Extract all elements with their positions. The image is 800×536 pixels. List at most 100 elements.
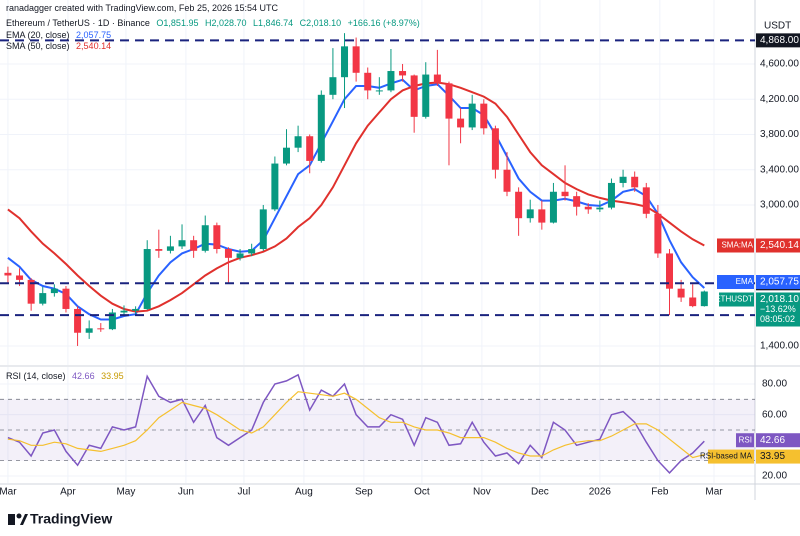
tag-value: 2,057.75 [760,277,799,288]
price-tag-change: −13.62% [760,304,796,314]
tag-value: 33.95 [760,451,785,462]
tag-name-box [736,433,754,448]
symbol: Ethereum / TetherUS · 1D · Binance [6,18,150,28]
indicator-name: EMA (20, close) [6,30,70,40]
candle-body [491,128,499,170]
x-tick-label: Sep [355,487,373,498]
candle-body [596,207,604,210]
brand: TradingView [30,511,112,527]
candle-body [352,46,360,73]
candle-body [538,209,546,223]
logo [20,514,28,525]
indicator-value: 2,540.14 [76,41,112,51]
ohlc: O1,851.95 [156,18,199,28]
price-tag-box [756,292,800,327]
candle-body [341,46,349,78]
y-tick-label: 3,800.00 [760,129,799,140]
candle-body [329,77,337,95]
price-tag-name-box [719,292,754,307]
candle-body [190,240,198,251]
x-tick-label: May [116,487,135,498]
ohlc: H2,028.70 [204,18,247,28]
rsi-title: RSI (14, close) [6,371,66,381]
candle-body [213,225,221,250]
rsi-value: 42.66 [72,371,95,381]
tag-value-box [756,238,800,253]
tag-value: 2,540.14 [760,240,799,251]
candle-body [468,103,476,128]
level-tag [756,33,800,48]
indicator-line [7,373,705,474]
x-tick-label: Mar [705,487,723,498]
indicator-line [7,391,705,459]
candle-body [306,136,314,161]
y-tick-label: 20.00 [762,471,787,482]
candle-body [317,94,325,161]
symbol-row: Ethereum / TetherUS · 1D · Binance O1,85… [6,18,424,28]
candle-body [27,279,35,304]
tag-name: EMA [736,277,754,286]
candle-body [85,328,93,333]
x-tick-label: Nov [473,487,491,498]
candle-body [16,275,24,280]
x-tick-label: Dec [531,487,549,498]
logo [8,514,15,525]
candle-body [631,176,639,188]
tag-name-box [708,449,754,464]
candle-body [364,72,372,91]
candle-body [677,288,685,298]
indicator-row: EMA (20, close) 2,057.75 [6,30,115,40]
tag-name-box [717,238,754,253]
candle-body [654,213,662,254]
indicator-row: SMA (50, close) 2,540.14 [6,41,115,51]
y-tick-label: 4,200.00 [760,94,799,105]
candle-body [515,191,523,219]
candle-body [561,191,569,197]
candle-body [433,74,441,84]
price-tag-value: 2,018.10 [760,294,799,305]
candle-body [607,182,615,208]
candle-body [503,169,511,192]
candle-body [62,288,70,309]
candle-body [271,163,279,210]
x-tick-label: Feb [651,487,669,498]
price-tag-countdown: 08:05:02 [760,314,795,324]
candle-body [689,297,697,307]
ohlc-change: +166.16 (+8.97%) [347,18,420,28]
y-tick-label: 4,600.00 [760,59,799,70]
y-tick-label: 1,400.00 [760,341,799,352]
candle-body [584,206,592,210]
rsi-header: RSI (14, close) 42.66 33.95 [6,371,128,381]
ohlc: C2,018.10 [299,18,342,28]
logo [16,513,22,519]
candle-body [132,308,140,311]
candle-body [248,249,256,254]
attribution: ranadagger created with TradingView.com,… [6,3,278,13]
tag-name-box [717,275,754,290]
candle-body [457,118,465,128]
candle-body [201,225,209,251]
y-tick-label: 3,400.00 [760,164,799,175]
candle-body [294,136,302,148]
tag-value-box [756,433,800,448]
candle-body [143,249,151,309]
candle-body [178,240,186,247]
candle-body [700,291,708,307]
level-label: 4,868.00 [760,35,799,46]
tag-name: RSI [739,435,752,444]
y-tick-label: 60.00 [762,409,787,420]
candle-body [4,272,12,276]
candle-body [236,253,244,258]
tag-value: 42.66 [760,435,785,446]
x-tick-label: Aug [295,487,313,498]
candle-body [480,103,488,129]
candle-body [259,209,267,250]
candle-body [155,249,163,251]
y-tick-label: 80.00 [762,379,787,390]
candle-body [97,328,105,330]
x-tick-label: Apr [60,487,76,498]
x-tick-label: Jul [238,487,251,498]
x-tick-label: Jun [178,487,194,498]
